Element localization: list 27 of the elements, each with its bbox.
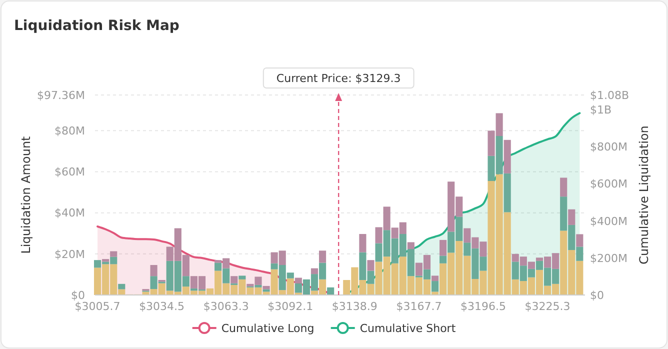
y-tick-label: $0 [71, 288, 85, 302]
x-tick-label: $3138.9 [332, 300, 378, 313]
x-tick-label: $3034.5 [139, 300, 185, 313]
y2-tick-label: $1.08B [590, 88, 630, 102]
text: Current Price: $3129.3 [276, 72, 401, 85]
x-tick-label: $3196.5 [460, 300, 506, 313]
y2-tick-label: $1B [590, 104, 612, 117]
y-tick-label: $97.36M [37, 88, 85, 102]
y-tick-label: $80M [54, 124, 85, 138]
x-tick-label: $3225.3 [524, 300, 570, 313]
y2-tick-label: $800M [590, 140, 628, 154]
y2-tick-label: $200M [590, 252, 628, 265]
y-axis-title: Liquidation Amount [19, 136, 33, 254]
legend-label: Cumulative Long [221, 322, 314, 335]
y-tick-label: $40M [54, 206, 85, 220]
x-tick-label: $3063.3 [203, 300, 249, 313]
y-tick-label: $60M [54, 166, 85, 179]
y2-tick-label: $600M [590, 178, 628, 191]
legend-label: Cumulative Short [360, 322, 456, 335]
y2-axis-title: Cumulative Liquidation [637, 126, 651, 264]
chart-title: Liquidation Risk Map [14, 18, 180, 34]
y2-tick-label: $0 [590, 288, 604, 302]
x-tick-label: $3092.1 [268, 300, 314, 313]
x-tick-label: $3167.7 [396, 300, 442, 313]
y-tick-label: $20M [54, 248, 85, 261]
y2-tick-label: $400M [590, 214, 628, 228]
x-tick-label: $3005.7 [74, 300, 120, 313]
